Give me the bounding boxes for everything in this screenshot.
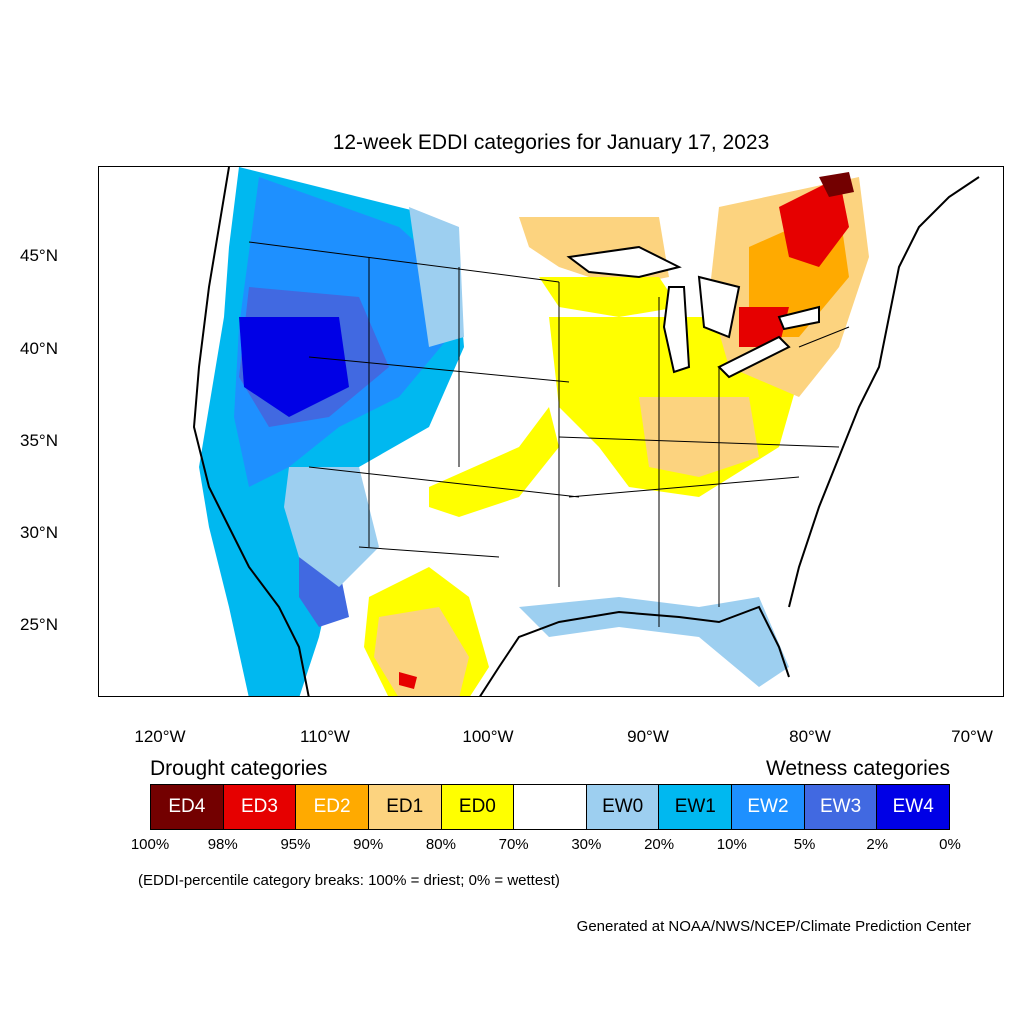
- lon-label: 70°W: [951, 727, 993, 746]
- great-lake-superior: [566, 245, 682, 279]
- legend-cell: EW4: [877, 785, 950, 829]
- region-ed1-ohio: [639, 397, 759, 477]
- great-lake-michigan: [662, 286, 691, 374]
- lat-label: 40°N: [20, 339, 58, 358]
- region-ew0-sw: [284, 467, 379, 587]
- legend-cell: ED1: [368, 785, 442, 829]
- legend-cell: EW1: [659, 785, 733, 829]
- legend-break-label: 30%: [571, 836, 602, 853]
- state-borders: [248, 241, 850, 627]
- legend-wetness-heading: Wetness categories: [765, 757, 950, 780]
- legend-break-label: 5%: [793, 836, 816, 853]
- legend-break-label: 10%: [716, 836, 747, 853]
- lon-label: 120°W: [134, 727, 186, 746]
- legend-cell: [514, 785, 587, 829]
- great-lake-erie: [717, 335, 791, 379]
- legend-break-label: 95%: [280, 836, 311, 853]
- legend-break-label: 2%: [866, 836, 889, 853]
- legend-cell: ED3: [223, 785, 297, 829]
- legend-break-label: 90%: [353, 836, 384, 853]
- great-lake-huron: [697, 275, 741, 339]
- region-ed1-mexico: [374, 607, 469, 696]
- lat-label: 25°N: [20, 615, 58, 634]
- region-ed4-quebec: [819, 172, 854, 197]
- coastline-gulf: [479, 605, 790, 696]
- lat-label: 30°N: [20, 523, 58, 542]
- credit-line: Generated at NOAA/NWS/NCEP/Climate Predi…: [576, 918, 971, 935]
- region-ed3-northeast: [779, 177, 849, 267]
- lon-label: 110°W: [300, 727, 350, 746]
- legend-cell: ED2: [296, 785, 369, 829]
- legend-cell: ED0: [441, 785, 515, 829]
- region-ed0-north: [539, 277, 679, 317]
- conus-map: [192, 167, 980, 696]
- legend-cell: EW2: [732, 785, 805, 829]
- legend-drought-heading: Drought categories: [150, 757, 328, 780]
- region-ed0-plains: [429, 407, 559, 517]
- lon-label: 100°W: [462, 727, 514, 746]
- map-title: 12-week EDDI categories for January 17, …: [332, 131, 770, 154]
- legend-break-label: 70%: [498, 836, 529, 853]
- coastline-east: [788, 176, 980, 608]
- region-ed3-ontario: [739, 307, 789, 347]
- legend-cell: EW0: [586, 785, 660, 829]
- region-ew0-north: [409, 207, 464, 347]
- legend-break-label: 98%: [207, 836, 238, 853]
- legend-break-label: 20%: [644, 836, 675, 853]
- legend-break-label: 80%: [425, 836, 456, 853]
- coastline-west: [192, 167, 310, 696]
- lat-label: 35°N: [20, 431, 58, 450]
- great-lake-ontario: [777, 305, 820, 331]
- map-panel: [98, 166, 1004, 697]
- lon-label: 90°W: [627, 727, 669, 746]
- legend-break-label: 0%: [939, 836, 961, 853]
- lon-label: 80°W: [789, 727, 831, 746]
- lat-label: 45°N: [20, 246, 58, 265]
- region-ed3-mexico: [399, 672, 417, 689]
- legend-break-label: 100%: [130, 836, 170, 853]
- region-ew4-west: [239, 317, 349, 417]
- legend-note: (EDDI-percentile category breaks: 100% =…: [138, 872, 560, 889]
- legend-cell: ED4: [151, 785, 224, 829]
- legend-colorbar: ED4 ED3 ED2 ED1 ED0 EW0 EW1 EW2 EW3 EW4: [150, 784, 950, 830]
- legend-cell: EW3: [804, 785, 878, 829]
- region-ew1-gulf: [519, 597, 789, 687]
